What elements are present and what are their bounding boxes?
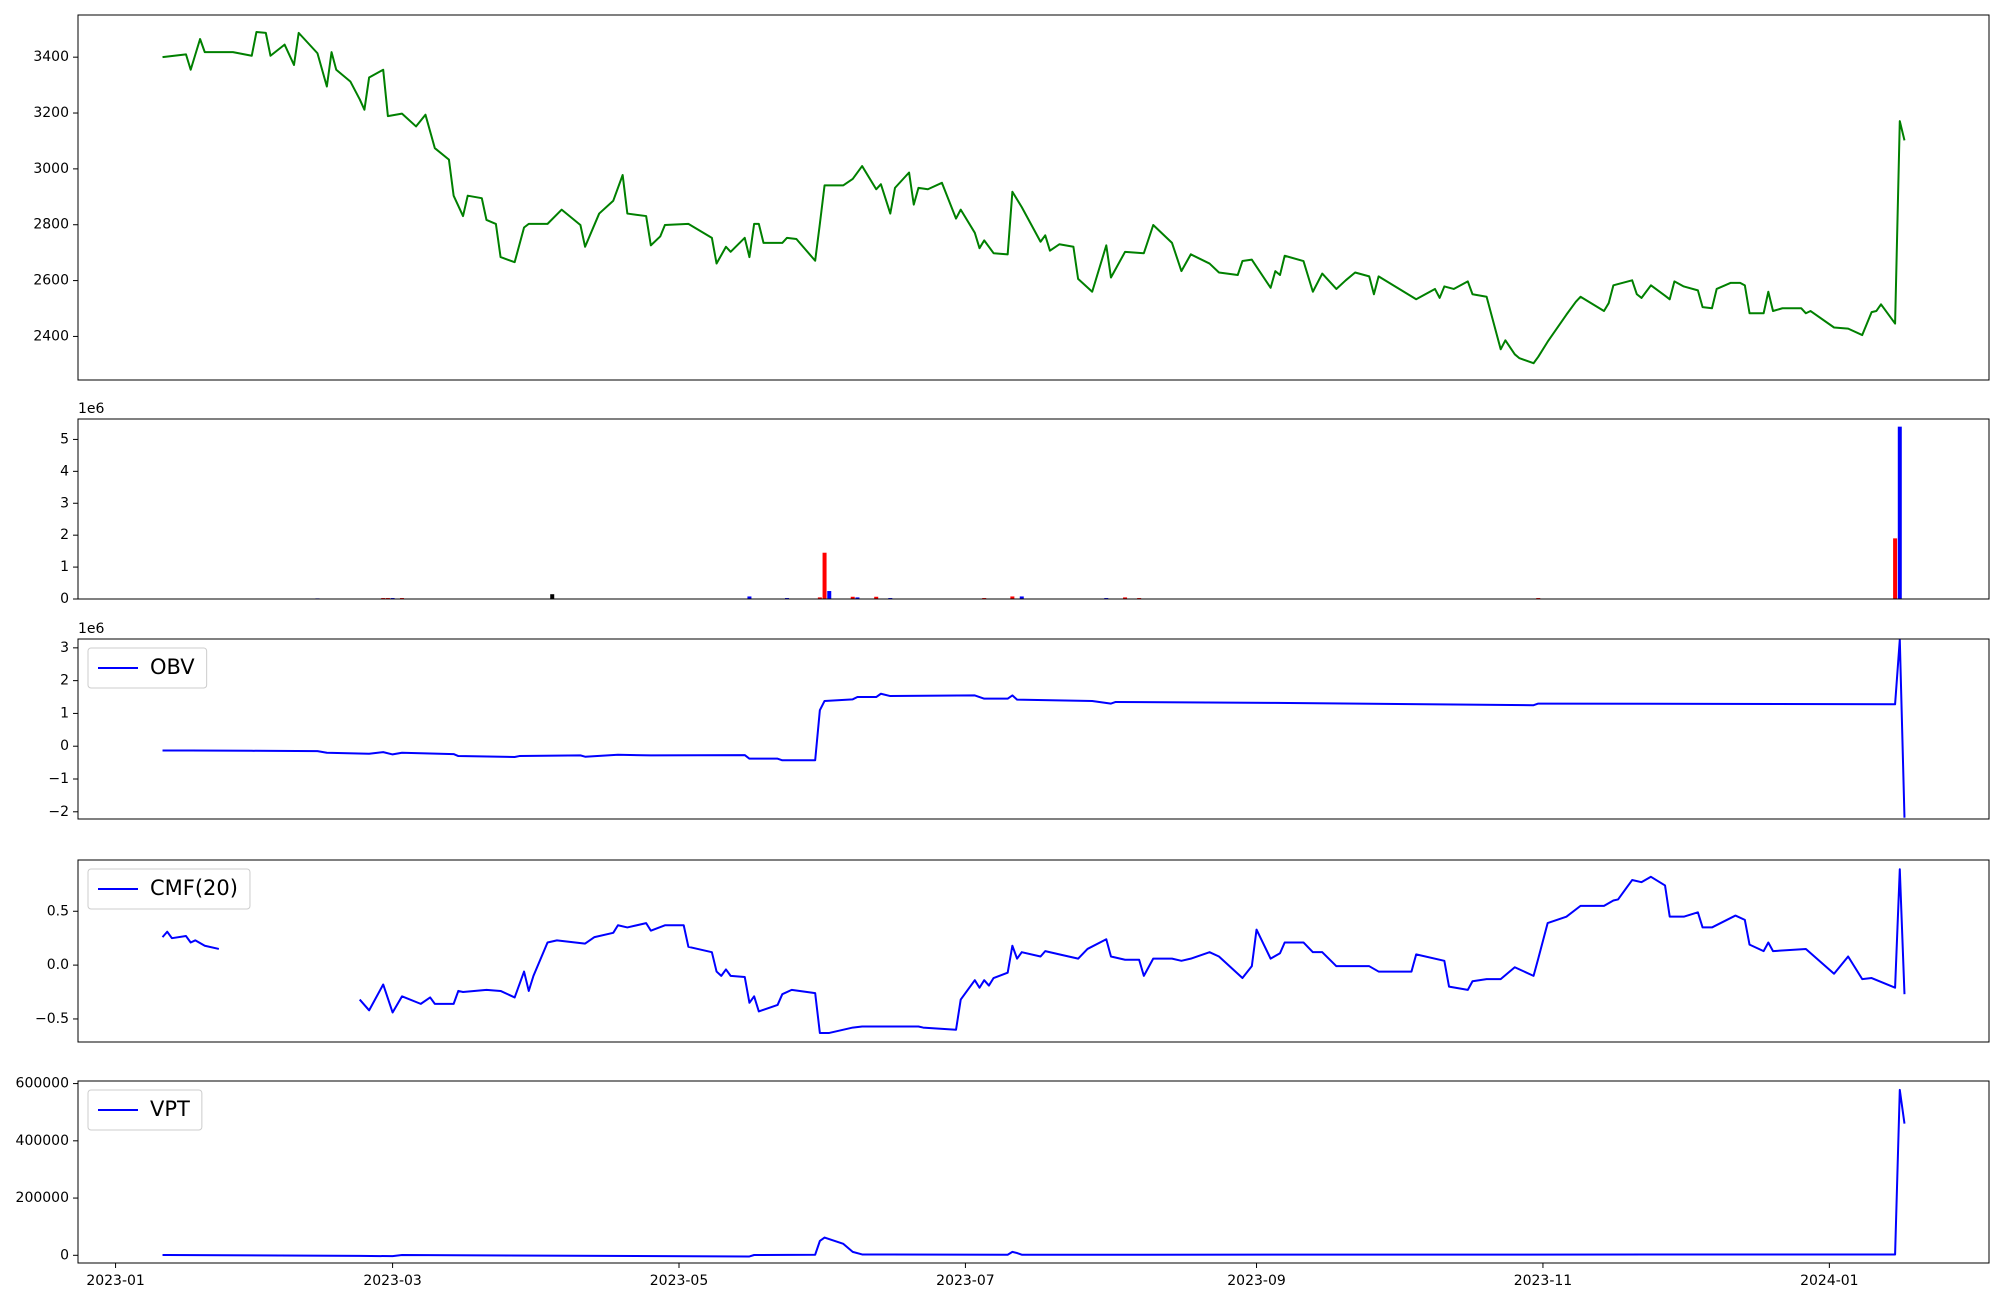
y-tick-label: −1 xyxy=(48,771,69,787)
x-tick-label: 2024-01 xyxy=(1800,1273,1859,1289)
y-tick-label: 0 xyxy=(60,1247,69,1263)
y-tick-label: 3200 xyxy=(33,105,69,121)
y-tick-label: 400000 xyxy=(16,1133,69,1149)
axis-offset-label: 1e6 xyxy=(78,621,105,637)
legend: OBV xyxy=(87,647,208,689)
y-tick-label: −2 xyxy=(48,804,69,820)
volume-bar xyxy=(855,597,860,599)
volume-bar xyxy=(550,594,555,599)
y-tick-label: 2800 xyxy=(33,217,69,233)
subplot: −2 −1 0 1 2 3 1e6 OBV xyxy=(48,621,1990,820)
y-tick-label: 0.5 xyxy=(47,903,69,919)
volume-bar xyxy=(1893,538,1898,599)
axes-frame xyxy=(77,1080,1990,1264)
axis-offset-label: 1e6 xyxy=(78,401,105,417)
y-tick-label: 0 xyxy=(60,738,69,754)
subplot: 0 1 2 3 4 5 1e6 xyxy=(60,401,1990,607)
line-series xyxy=(162,1088,1906,1258)
volume-bar xyxy=(827,591,832,599)
subplot: −0.5 0.0 0.5 CMF(20) xyxy=(35,859,1990,1043)
legend: VPT xyxy=(87,1089,203,1131)
y-tick-label: 3 xyxy=(60,640,69,656)
volume-bar xyxy=(1123,597,1128,599)
volume-bar xyxy=(747,596,752,599)
x-tick-label: 2023-07 xyxy=(936,1273,995,1289)
y-tick-label: 0 xyxy=(60,591,69,607)
y-tick-label: 2600 xyxy=(33,273,69,289)
y-tick-label: 1 xyxy=(60,559,69,575)
y-tick-label: 2400 xyxy=(33,328,69,344)
axes-frame xyxy=(77,418,1990,600)
y-tick-label: 3400 xyxy=(33,49,69,65)
y-tick-label: 2 xyxy=(60,673,69,689)
subplot: 2400 2600 2800 3000 3200 3400 xyxy=(33,14,1990,381)
axes-frame xyxy=(77,859,1990,1043)
volume-bar xyxy=(817,597,822,599)
x-tick-label: 2023-03 xyxy=(363,1273,422,1289)
y-tick-label: 200000 xyxy=(16,1190,69,1206)
line-series xyxy=(162,31,1906,365)
y-tick-label: 2 xyxy=(60,527,69,543)
legend-label: OBV xyxy=(150,655,195,679)
line-series xyxy=(162,638,1906,818)
legend: CMF(20) xyxy=(87,868,251,910)
volume-bar xyxy=(1019,596,1024,599)
volume-bar xyxy=(822,552,827,599)
x-tick-label: 2023-11 xyxy=(1514,1273,1573,1289)
subplot: 0 200000 400000 600000 2023-01 2023-03 2023-05… xyxy=(16,1076,1990,1289)
volume-bar xyxy=(874,596,879,599)
x-tick-label: 2023-05 xyxy=(650,1273,709,1289)
volume-bar xyxy=(1010,596,1015,599)
legend-box xyxy=(87,868,251,910)
x-tick-label: 2023-09 xyxy=(1227,1273,1286,1289)
axes-frame xyxy=(77,638,1990,820)
legend-label: VPT xyxy=(150,1097,190,1121)
y-tick-label: 3000 xyxy=(33,161,69,177)
y-tick-label: 0.0 xyxy=(47,957,69,973)
y-tick-label: 600000 xyxy=(16,1076,69,1092)
volume-bar xyxy=(850,596,855,599)
y-tick-label: 4 xyxy=(60,463,69,479)
x-tick-label: 2023-01 xyxy=(86,1273,145,1289)
y-tick-label: 3 xyxy=(60,495,69,511)
line-series xyxy=(161,868,1906,1034)
axes-frame xyxy=(77,14,1990,381)
y-tick-label: 1 xyxy=(60,705,69,721)
y-tick-label: −0.5 xyxy=(35,1011,69,1027)
legend-box xyxy=(87,647,208,689)
legend-label: CMF(20) xyxy=(150,876,238,900)
volume-bar xyxy=(1897,426,1902,599)
legend-box xyxy=(87,1089,203,1131)
y-tick-label: 5 xyxy=(60,431,69,447)
